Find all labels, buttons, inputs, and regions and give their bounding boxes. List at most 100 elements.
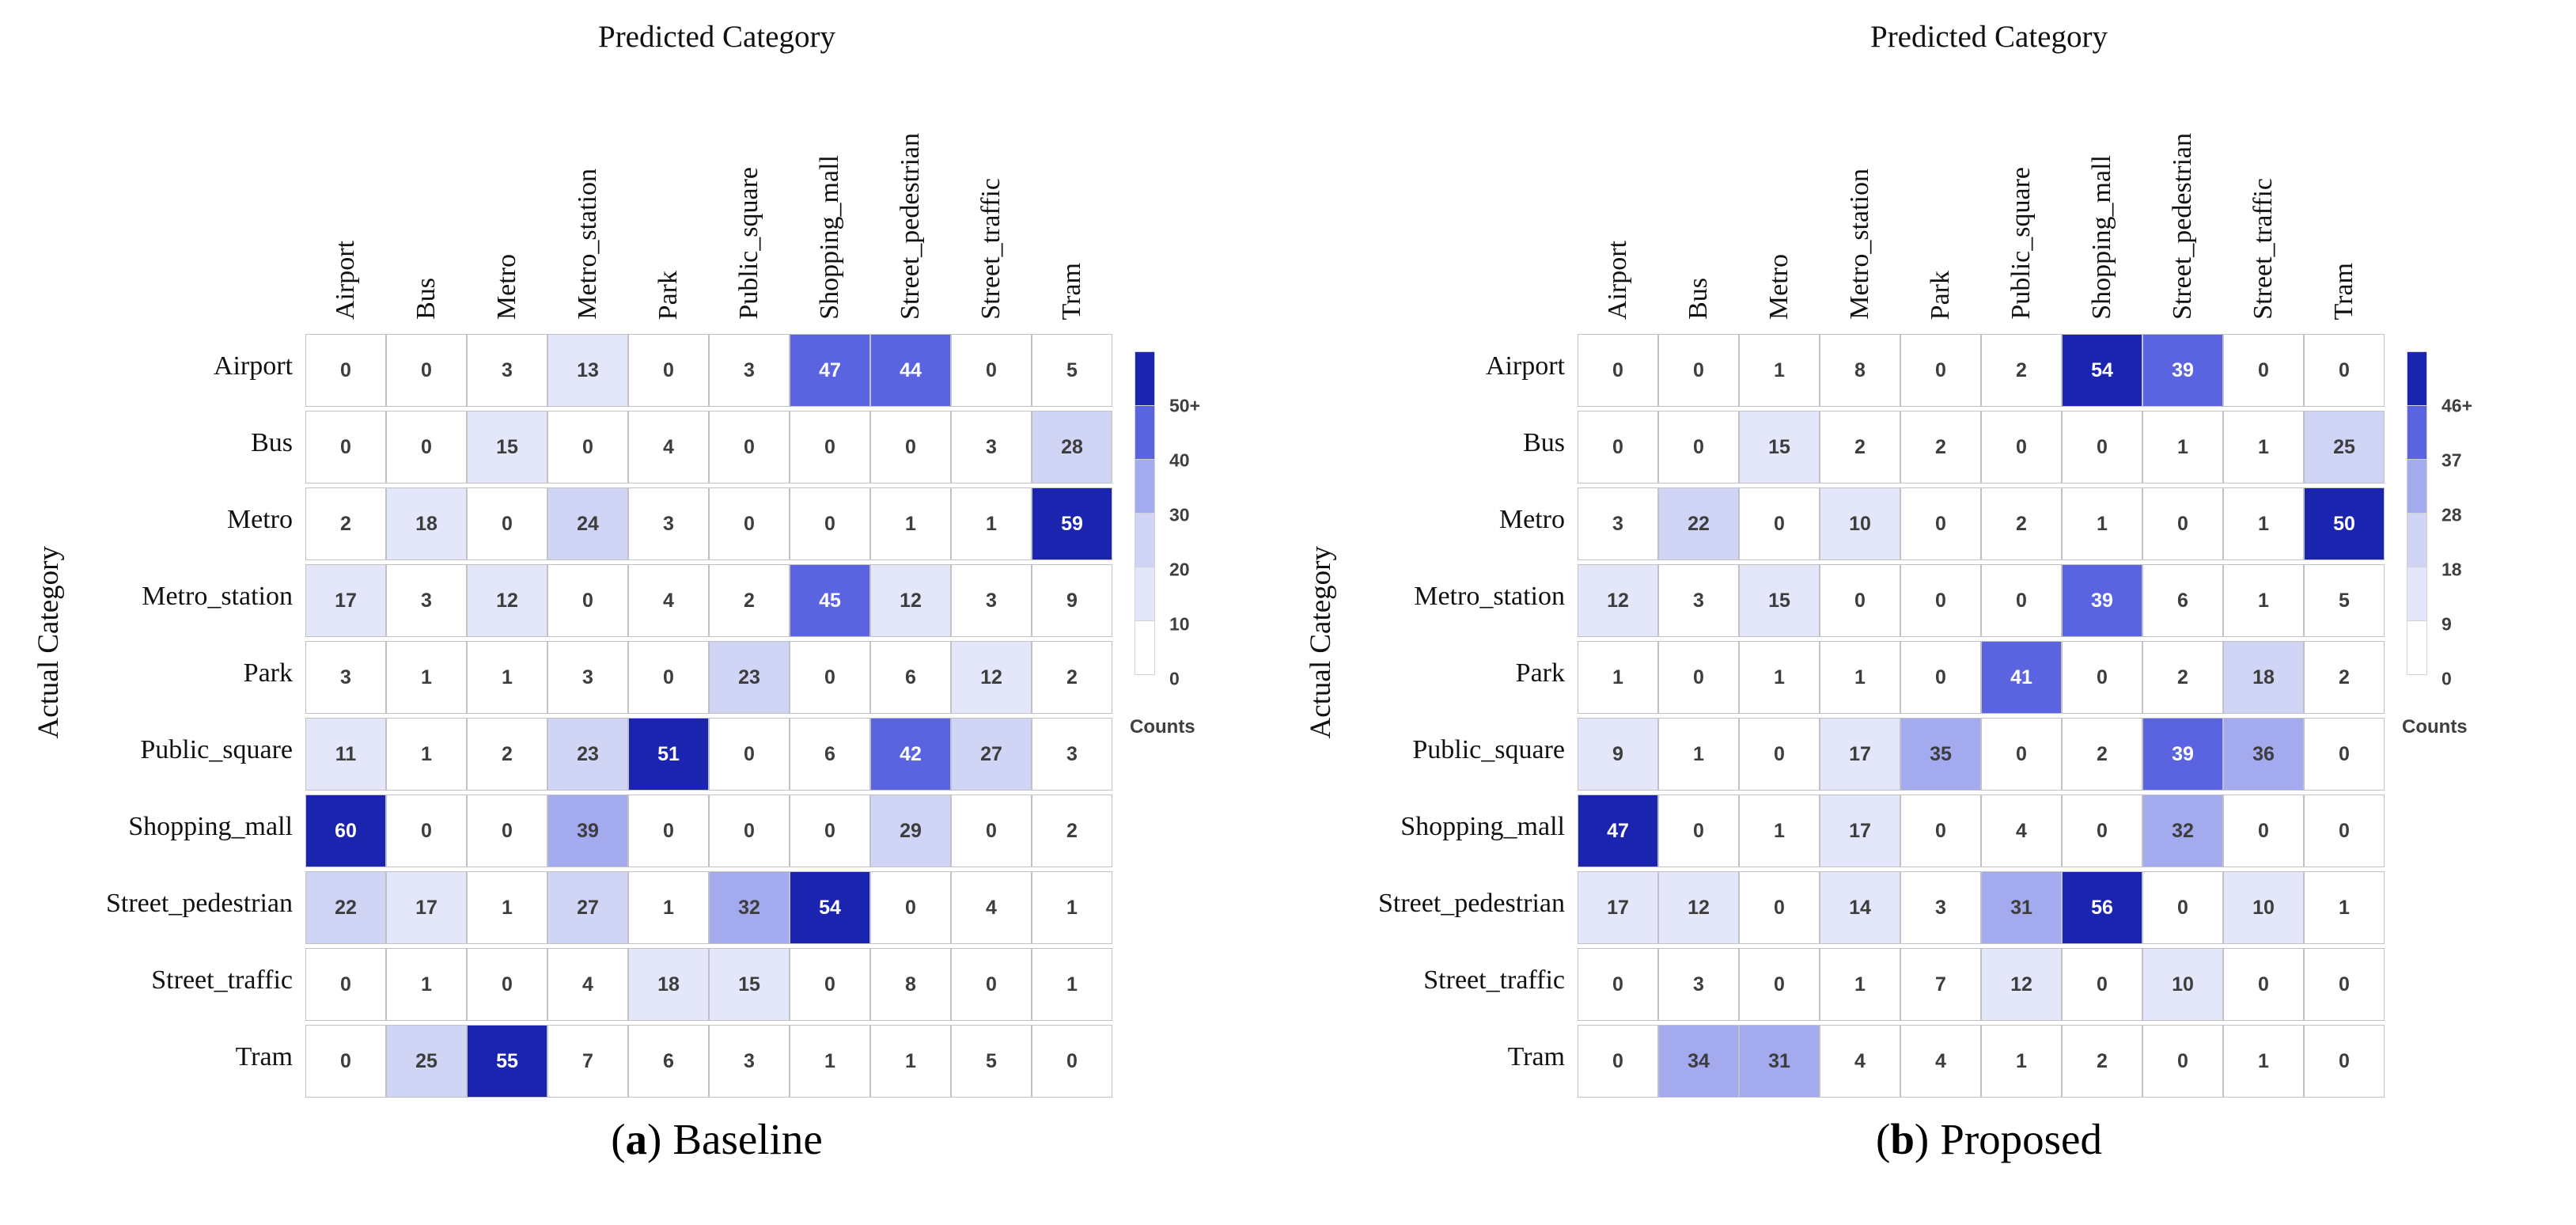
matrix-row: Street_pedestrian 22 17 1 27 1 32 54 0 4 1 bbox=[73, 871, 1112, 944]
matrix-cell: 3 bbox=[305, 641, 386, 714]
column-label: Airport bbox=[1603, 240, 1632, 320]
matrix-cell: 1 bbox=[2223, 411, 2304, 484]
column-label: Street_traffic bbox=[976, 178, 1006, 320]
column-label: Metro_station bbox=[573, 169, 602, 320]
column-label: Street_pedestrian bbox=[2168, 132, 2197, 320]
matrix-cell: 0 bbox=[2142, 487, 2223, 560]
colorbar-tick: 10 bbox=[1169, 613, 1190, 635]
matrix-cell: 0 bbox=[2223, 334, 2304, 407]
matrix-cell: 0 bbox=[790, 487, 870, 560]
corner-cell bbox=[1345, 69, 1578, 330]
colorbar-tick: 50+ bbox=[1169, 395, 1201, 416]
colorbar-segment bbox=[1135, 620, 1155, 675]
matrix-cell: 0 bbox=[1658, 334, 1739, 407]
matrix-cell: 0 bbox=[2142, 871, 2223, 944]
matrix-row: Metro 2 18 0 24 3 0 0 1 1 59 bbox=[73, 487, 1112, 560]
matrix-cell: 1 bbox=[1032, 871, 1112, 944]
matrix-cell: 32 bbox=[709, 871, 790, 944]
matrix-cell: 0 bbox=[2223, 795, 2304, 867]
matrix-cell: 1 bbox=[1739, 795, 1820, 867]
matrix-cell: 8 bbox=[1820, 334, 1900, 407]
matrix-cell: 36 bbox=[2223, 718, 2304, 791]
y-axis-title-column: Actual Category bbox=[1296, 65, 1345, 1102]
caption-baseline: (a) Baseline bbox=[305, 1102, 1128, 1164]
colorbar-segment bbox=[1135, 459, 1155, 514]
colorbar-baseline: 50+ 40 30 20 10 0 Counts bbox=[1112, 65, 1263, 1102]
matrix-cell: 0 bbox=[1658, 411, 1739, 484]
figure-confusion-matrices: Predicted Category Actual Category Airpo… bbox=[32, 20, 2522, 1164]
matrix-row: Tram 0 34 31 4 4 1 2 0 1 0 bbox=[1345, 1025, 2385, 1098]
row-label: Tram bbox=[235, 1042, 293, 1071]
corner-cell bbox=[73, 69, 305, 330]
matrix-cell: 0 bbox=[1981, 411, 2062, 484]
matrix-cell: 32 bbox=[2142, 795, 2223, 867]
matrix-cell: 23 bbox=[547, 718, 628, 791]
matrix-cell: 1 bbox=[2223, 564, 2304, 637]
matrix-cell: 1 bbox=[1578, 641, 1658, 714]
matrix-cell: 0 bbox=[1900, 564, 1981, 637]
colorbar-segment bbox=[1135, 405, 1155, 460]
y-axis-title: Actual Category bbox=[32, 546, 65, 739]
matrix-cell: 0 bbox=[951, 948, 1032, 1021]
row-label: Bus bbox=[251, 428, 293, 457]
matrix-cell: 0 bbox=[1658, 795, 1739, 867]
matrix-cell: 39 bbox=[2062, 564, 2142, 637]
matrix-cell: 17 bbox=[386, 871, 467, 944]
column-label: Metro bbox=[492, 253, 521, 320]
column-label: Airport bbox=[331, 240, 360, 320]
y-axis-title: Actual Category bbox=[1304, 546, 1337, 739]
matrix-cell: 59 bbox=[1032, 487, 1112, 560]
matrix-cell: 0 bbox=[386, 795, 467, 867]
matrix-cell: 0 bbox=[1658, 641, 1739, 714]
matrix-row: Park 3 1 1 3 0 23 0 6 12 2 bbox=[73, 641, 1112, 714]
confusion-matrix-baseline: Airport Bus Metro Metro_station Park Public_s… bbox=[73, 65, 1112, 1102]
matrix-cell: 0 bbox=[1900, 795, 1981, 867]
matrix-cell: 27 bbox=[547, 871, 628, 944]
matrix-cell: 18 bbox=[2223, 641, 2304, 714]
matrix-cell: 39 bbox=[2142, 718, 2223, 791]
matrix-cell: 15 bbox=[1739, 411, 1820, 484]
matrix-cell: 23 bbox=[709, 641, 790, 714]
matrix-cell: 4 bbox=[1820, 1025, 1900, 1098]
matrix-cell: 5 bbox=[2304, 564, 2385, 637]
matrix-cell: 1 bbox=[386, 718, 467, 791]
matrix-cell: 39 bbox=[2142, 334, 2223, 407]
row-label: Street_pedestrian bbox=[1377, 889, 1565, 918]
matrix-cell: 17 bbox=[305, 564, 386, 637]
matrix-cell: 0 bbox=[1981, 718, 2062, 791]
matrix-cell: 11 bbox=[305, 718, 386, 791]
caption-proposed: (b) Proposed bbox=[1578, 1102, 2400, 1164]
matrix-cell: 1 bbox=[2304, 871, 2385, 944]
matrix-cell: 14 bbox=[1820, 871, 1900, 944]
colorbar-tick: 46+ bbox=[2442, 395, 2473, 416]
matrix-cell: 0 bbox=[305, 1025, 386, 1098]
column-label: Tram bbox=[1057, 262, 1086, 320]
matrix-cell: 5 bbox=[1032, 334, 1112, 407]
matrix-row: Street_traffic 0 1 0 4 18 15 0 8 0 1 bbox=[73, 948, 1112, 1021]
colorbar-tick: 0 bbox=[2442, 668, 2452, 689]
column-label: Street_pedestrian bbox=[896, 132, 925, 320]
matrix-cell: 13 bbox=[547, 334, 628, 407]
matrix-row: Public_square 9 1 0 17 35 0 2 39 36 0 bbox=[1345, 718, 2385, 791]
colorbar-segment bbox=[1135, 513, 1155, 567]
matrix-cell: 2 bbox=[467, 718, 547, 791]
matrix-cell: 1 bbox=[951, 487, 1032, 560]
matrix-cell: 0 bbox=[1032, 1025, 1112, 1098]
matrix-cell: 0 bbox=[2062, 411, 2142, 484]
colorbar-ticks: 46+ 37 28 18 9 0 bbox=[2427, 351, 2522, 689]
colorbar-tick: 0 bbox=[1169, 668, 1180, 689]
matrix-cell: 0 bbox=[870, 411, 951, 484]
matrix-cell: 35 bbox=[1900, 718, 1981, 791]
matrix-cell: 44 bbox=[870, 334, 951, 407]
matrix-cell: 27 bbox=[951, 718, 1032, 791]
matrix-cell: 0 bbox=[870, 871, 951, 944]
row-label: Street_traffic bbox=[151, 965, 293, 995]
colorbar-segment bbox=[2407, 567, 2427, 621]
matrix-cell: 1 bbox=[1820, 641, 1900, 714]
column-label: Shopping_mall bbox=[815, 155, 844, 320]
matrix-cell: 1 bbox=[1820, 948, 1900, 1021]
row-label: Park bbox=[243, 658, 293, 688]
matrix-row: Tram 0 25 55 7 6 3 1 1 5 0 bbox=[73, 1025, 1112, 1098]
caption-text: Baseline bbox=[672, 1115, 823, 1163]
matrix-row: Metro_station 17 3 12 0 4 2 45 12 3 9 bbox=[73, 564, 1112, 637]
